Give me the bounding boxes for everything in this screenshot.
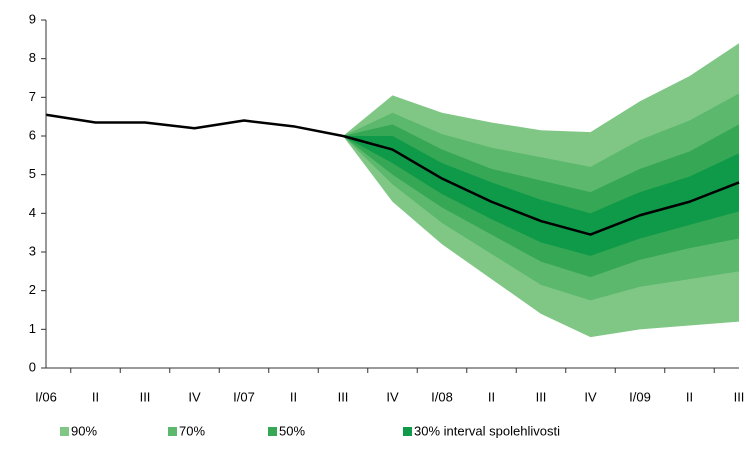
y-tick-label: 4 — [29, 205, 36, 220]
x-tick-label: I/08 — [431, 389, 453, 404]
y-tick-label: 3 — [29, 243, 36, 258]
fan-band — [343, 136, 739, 256]
legend-label: 30% interval spolehlivosti — [414, 423, 560, 438]
x-tick-label: III — [536, 389, 547, 404]
x-tick-label: II — [92, 389, 99, 404]
x-tick-label: IV — [188, 389, 201, 404]
x-tick-label: II — [488, 389, 495, 404]
x-tick-label: II — [686, 389, 693, 404]
legend-label: 50% — [279, 423, 305, 438]
y-tick-label: 5 — [29, 166, 36, 181]
x-tick-label: II — [290, 389, 297, 404]
x-tick-label: III — [734, 389, 745, 404]
x-tick-label: III — [140, 389, 151, 404]
line — [45, 113, 740, 236]
legend-swatch — [268, 427, 277, 436]
x-tick-label: III — [338, 389, 349, 404]
y-tick-label: 9 — [29, 11, 36, 26]
legend-swatch — [60, 427, 69, 436]
y-tick-label: 8 — [29, 50, 36, 65]
legend-swatch — [403, 427, 412, 436]
y-tick-label: 7 — [29, 89, 36, 104]
x-tick-label: IV — [386, 389, 399, 404]
x-tick-label: I/09 — [629, 389, 651, 404]
y-tick-label: 6 — [29, 127, 36, 142]
legend-label: 90% — [71, 423, 97, 438]
x-tick-label: IV — [584, 389, 597, 404]
x-tick-label: I/07 — [233, 389, 255, 404]
legend-swatch — [168, 427, 177, 436]
legend-label: 70% — [179, 423, 205, 438]
y-tick-label: 1 — [29, 321, 36, 336]
x-tick-label: I/06 — [35, 389, 57, 404]
y-tick-label: 2 — [29, 282, 36, 297]
y-tick-label: 0 — [29, 359, 36, 374]
